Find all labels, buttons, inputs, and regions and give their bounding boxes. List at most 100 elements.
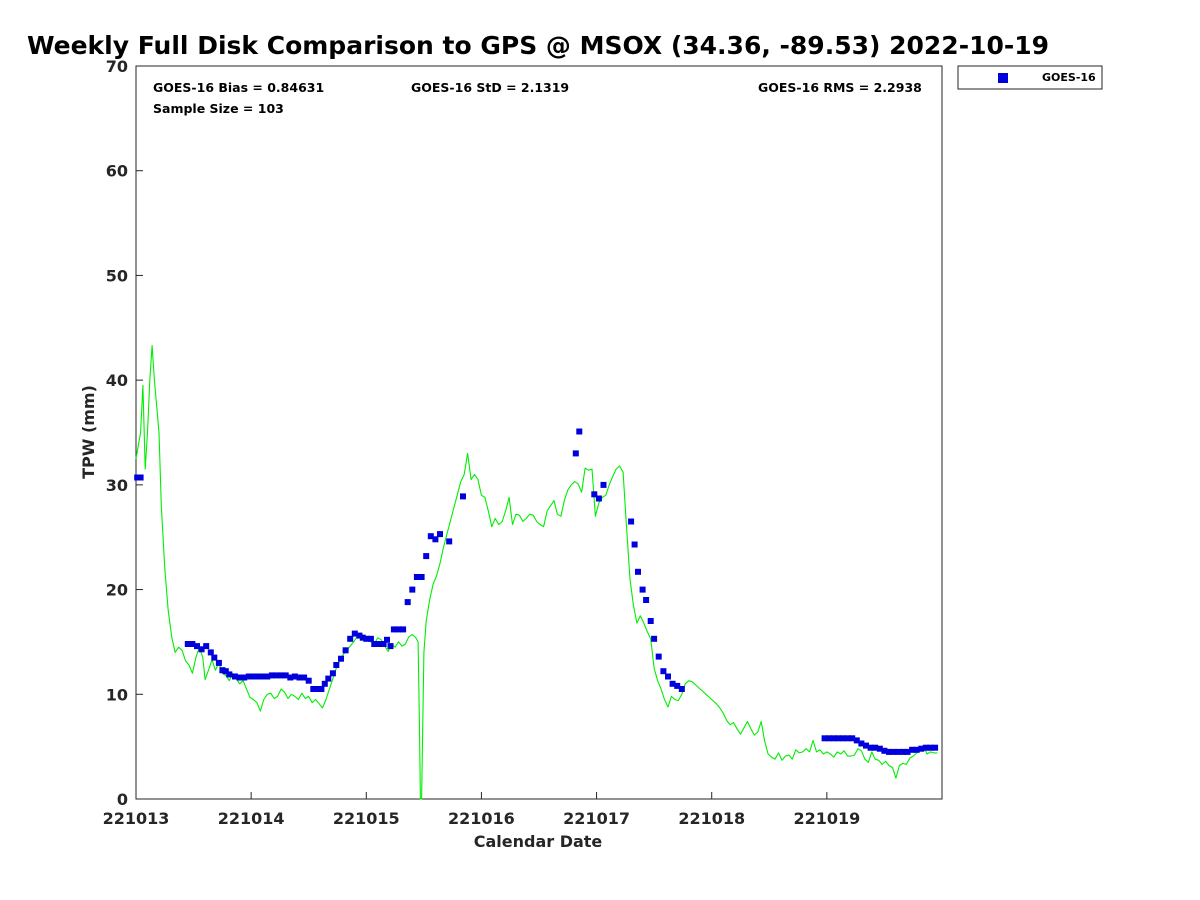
y-axis-label: TPW (mm): [79, 385, 98, 479]
legend-marker: [998, 73, 1008, 83]
goes-16-point: [595, 495, 602, 502]
goes-16-point: [278, 672, 285, 679]
chart-title: Weekly Full Disk Comparison to GPS @ MSO…: [27, 31, 1049, 60]
goes-16-point: [390, 626, 397, 633]
goes-16-point: [591, 491, 598, 498]
goes-16-point: [387, 643, 394, 650]
goes-16-point: [913, 746, 920, 753]
goes-16-point: [418, 574, 425, 580]
goes-16-point: [318, 686, 325, 692]
y-tick-label: 60: [106, 162, 128, 181]
goes-16-point: [840, 735, 846, 742]
goes-16-point: [651, 635, 658, 642]
goes-16-point: [635, 568, 641, 575]
x-tick-label: 221016: [448, 809, 515, 828]
goes-16-point: [203, 643, 210, 650]
x-axis-label: Calendar Date: [474, 832, 603, 851]
goes-16-point: [222, 668, 229, 675]
goes-16-point: [849, 735, 856, 742]
goes-16-point: [904, 748, 911, 755]
goes-16-point: [211, 654, 218, 661]
goes-16-point: [895, 748, 902, 755]
goes-16-point: [413, 574, 420, 580]
goes-16-point: [380, 641, 387, 647]
goes-16-point: [273, 672, 280, 679]
goes-16-point: [660, 668, 667, 675]
goes-16-point: [363, 635, 370, 642]
goes-16-point: [628, 518, 635, 525]
goes-16-point: [669, 680, 676, 687]
goes-16-point: [863, 742, 869, 749]
goes-16-point: [867, 744, 874, 751]
goes-16-point: [886, 748, 892, 755]
goes-16-point: [437, 531, 443, 538]
plot-area: [135, 65, 943, 800]
goes-16-point: [647, 618, 654, 624]
y-axis: 0 10 20 30 40 50 60 70: [106, 57, 143, 809]
goes-16-point: [282, 672, 289, 679]
goes-16-point: [137, 474, 144, 481]
goes-16-point: [639, 586, 646, 593]
goes-16-point: [268, 672, 275, 679]
goes-16-point: [674, 682, 681, 689]
goes-16-point: [338, 655, 344, 662]
x-tick-label: 221013: [103, 809, 170, 828]
goes-16-point: [678, 686, 685, 692]
x-axis: 221013 221014 221015 221016 221017 221018 2210…: [103, 792, 860, 828]
goes-16-point: [853, 737, 860, 744]
goes-16-point: [665, 673, 671, 680]
goes-16-point: [356, 632, 363, 639]
goes-16-point: [899, 748, 906, 755]
goes-16-point: [236, 674, 243, 681]
goes-16-point: [371, 641, 378, 647]
goes-16-point: [351, 630, 358, 637]
goes-16-point: [826, 735, 833, 742]
goes-16-point: [333, 662, 340, 668]
goes-16-point: [655, 653, 662, 660]
goes-16-point: [296, 674, 303, 681]
goes-16-point: [376, 641, 382, 647]
series-layer: [134, 345, 939, 800]
goes-16-point: [321, 680, 328, 687]
y-tick-label: 40: [106, 371, 128, 390]
goes-16-point: [844, 735, 851, 742]
goes-16-point: [932, 744, 939, 751]
goes-16-point: [576, 428, 583, 435]
goes-16-point: [301, 674, 308, 681]
y-tick-label: 70: [106, 57, 128, 76]
goes-16-point: [259, 673, 266, 680]
rms-stat: GOES-16 RMS = 2.2938: [758, 80, 922, 95]
y-tick-label: 50: [106, 266, 128, 285]
goes-16-point: [409, 586, 416, 593]
goes-16-point: [835, 735, 842, 742]
goes-16-point: [250, 673, 257, 680]
goes-16-point: [219, 667, 226, 674]
legend-box: [957, 65, 1103, 90]
goes-16-point: [314, 686, 321, 692]
gps-series-line: [135, 345, 938, 800]
goes-16-point: [134, 474, 141, 481]
bias-stat: GOES-16 Bias = 0.84631: [153, 80, 324, 95]
goes-16-point: [264, 673, 271, 680]
goes-16-point: [821, 735, 828, 742]
goes-16-point: [291, 673, 298, 680]
x-tick-label: 221015: [333, 809, 400, 828]
std-stat: GOES-16 StD = 2.1319: [411, 80, 569, 95]
x-tick-label: 221018: [678, 809, 745, 828]
goes-16-point: [643, 597, 650, 603]
goes-16-point: [876, 745, 883, 752]
goes-16-point: [631, 541, 638, 548]
goes-16-point: [918, 745, 925, 752]
goes-16-point: [194, 643, 200, 650]
goes-16-point: [198, 646, 205, 653]
goes-16-point: [446, 538, 453, 545]
goes-16-point: [909, 746, 916, 753]
goes-16-point: [347, 635, 354, 642]
goes-16-point: [241, 674, 248, 681]
goes-16-point: [310, 686, 317, 692]
goes-16-point: [830, 735, 837, 742]
goes-16-point: [367, 635, 374, 642]
legend: GOES-16: [957, 65, 1103, 90]
y-tick-label: 20: [106, 581, 128, 600]
goes-16-point: [305, 677, 312, 684]
